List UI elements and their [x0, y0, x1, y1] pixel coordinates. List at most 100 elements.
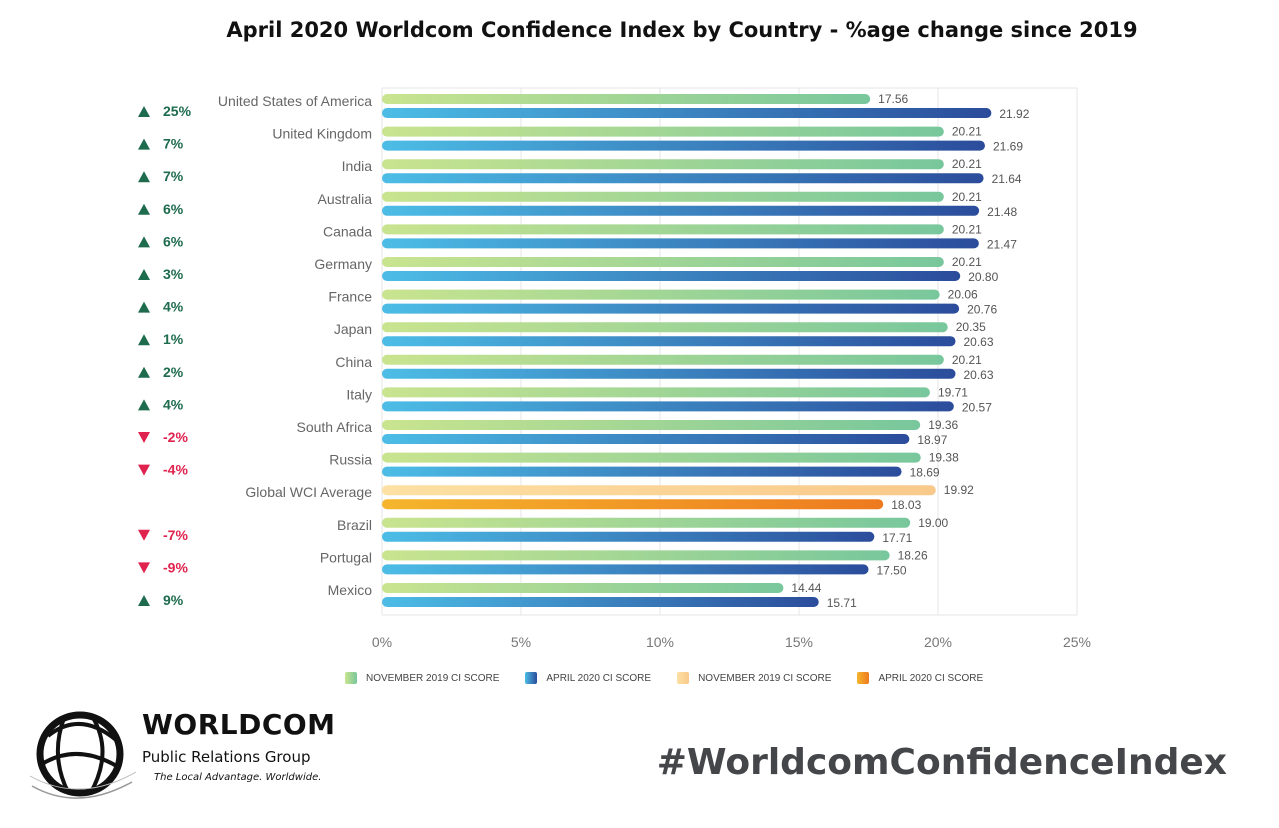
- down-arrow-icon: [138, 464, 150, 476]
- bar-apr-2020: [382, 173, 984, 184]
- data-label-apr: 20.76: [967, 303, 997, 317]
- bar-nov-2019: [382, 224, 944, 235]
- bar-nov-2019: [382, 583, 784, 593]
- bar-apr-2020: [382, 368, 956, 379]
- logo-tagline: The Local Advantage. Worldwide.: [154, 772, 322, 783]
- up-arrow-icon: [138, 138, 150, 150]
- data-label-apr: 18.69: [910, 466, 940, 480]
- legend-swatch: [677, 672, 690, 684]
- bar-apr-2020: [382, 336, 956, 347]
- data-label-apr: 17.50: [877, 563, 907, 577]
- legend-label: APRIL 2020 CI SCORE: [878, 672, 984, 684]
- bar-nov-2019: [382, 420, 921, 430]
- change-percent: -9%: [163, 559, 188, 575]
- change-percent: 6%: [163, 233, 184, 249]
- bar-nov-2019: [382, 550, 890, 561]
- globe-icon: [29, 711, 137, 799]
- category-label: India: [342, 158, 373, 174]
- bar-nov-2019: [382, 257, 944, 267]
- change-percent: -7%: [163, 527, 188, 543]
- x-tick-label: 25%: [1063, 634, 1091, 650]
- category-label: France: [328, 289, 372, 305]
- change-percent: 4%: [163, 396, 184, 412]
- data-label-apr: 20.57: [962, 400, 992, 414]
- down-arrow-icon: [138, 562, 150, 574]
- data-label-nov: 20.21: [952, 222, 982, 236]
- up-arrow-icon: [138, 399, 150, 411]
- bar-apr-2020: [382, 140, 985, 151]
- up-arrow-icon: [138, 171, 150, 183]
- data-label-nov: 20.21: [952, 255, 982, 269]
- data-label-nov: 19.36: [928, 418, 958, 432]
- data-label-nov: 14.44: [791, 581, 821, 595]
- bar-nov-2019: [382, 126, 944, 137]
- up-arrow-icon: [138, 334, 150, 346]
- category-label: Brazil: [337, 517, 372, 533]
- bar-apr-2020: [382, 499, 884, 510]
- category-label: South Africa: [297, 419, 373, 435]
- category-label: United States of America: [218, 93, 372, 109]
- change-percent: 25%: [163, 103, 192, 119]
- logo-wordmark: WORLDCOM: [142, 708, 336, 741]
- data-label-apr: 21.48: [987, 205, 1017, 219]
- bar-apr-2020: [382, 205, 980, 216]
- data-label-nov: 19.00: [918, 516, 948, 530]
- x-tick-label: 20%: [924, 634, 952, 650]
- category-label: Canada: [323, 223, 372, 239]
- data-label-nov: 19.38: [929, 451, 959, 465]
- bar-nov-2019: [382, 517, 911, 528]
- data-label-nov: 20.35: [956, 320, 986, 334]
- legend-swatch: [857, 672, 870, 684]
- data-label-apr: 18.97: [917, 433, 947, 447]
- category-label: Japan: [334, 321, 372, 337]
- legend-item: NOVEMBER 2019 CI SCORE: [677, 672, 831, 684]
- chart-title: April 2020 Worldcom Confidence Index by …: [226, 18, 1138, 42]
- bar-apr-2020: [382, 303, 960, 314]
- x-tick-label: 15%: [785, 634, 813, 650]
- change-percent: 1%: [163, 331, 184, 347]
- change-percent: -2%: [163, 429, 188, 445]
- data-label-nov: 19.71: [938, 385, 968, 399]
- legend-swatch: [525, 672, 538, 684]
- data-label-apr: 21.92: [999, 107, 1029, 121]
- data-label-apr: 21.47: [987, 237, 1017, 251]
- legend-label: NOVEMBER 2019 CI SCORE: [366, 672, 500, 684]
- legend-item: NOVEMBER 2019 CI SCORE: [345, 672, 499, 684]
- change-percent: 7%: [163, 136, 184, 152]
- category-label: Australia: [318, 191, 373, 207]
- change-percent: 3%: [163, 266, 184, 282]
- worldcom-logo: WORLDCOM Public Relations Group The Loca…: [28, 706, 348, 806]
- up-arrow-icon: [138, 301, 150, 313]
- data-label-nov: 17.56: [878, 92, 908, 106]
- data-label-apr: 20.63: [964, 368, 994, 382]
- data-label-apr: 21.64: [992, 172, 1022, 186]
- bar-nov-2019: [382, 191, 944, 202]
- data-label-nov: 18.26: [898, 548, 928, 562]
- category-label: Italy: [346, 386, 372, 402]
- bar-apr-2020: [382, 531, 875, 542]
- x-tick-label: 0%: [372, 634, 392, 650]
- legend-item: APRIL 2020 CI SCORE: [857, 672, 983, 684]
- data-label-apr: 17.71: [882, 531, 912, 545]
- change-percent: -4%: [163, 462, 188, 478]
- data-label-nov: 20.21: [952, 157, 982, 171]
- up-arrow-icon: [138, 106, 150, 117]
- data-label-apr: 20.63: [964, 335, 994, 349]
- bar-apr-2020: [382, 597, 819, 607]
- bar-nov-2019: [382, 354, 944, 365]
- up-arrow-icon: [138, 203, 150, 215]
- bar-nov-2019: [382, 452, 921, 463]
- category-label: Portugal: [320, 549, 372, 565]
- data-label-nov: 20.21: [952, 190, 982, 204]
- category-label: Germany: [314, 256, 372, 272]
- legend-item: APRIL 2020 CI SCORE: [525, 672, 651, 684]
- bar-apr-2020: [382, 238, 979, 249]
- down-arrow-icon: [138, 432, 150, 443]
- data-label-nov: 20.21: [952, 125, 982, 139]
- legend: NOVEMBER 2019 CI SCORE APRIL 2020 CI SCOR…: [345, 672, 1009, 684]
- bar-apr-2020: [382, 401, 954, 412]
- bars: [382, 94, 992, 607]
- bar-apr-2020: [382, 271, 961, 281]
- bar-apr-2020: [382, 466, 902, 477]
- category-label: United Kingdom: [272, 126, 372, 142]
